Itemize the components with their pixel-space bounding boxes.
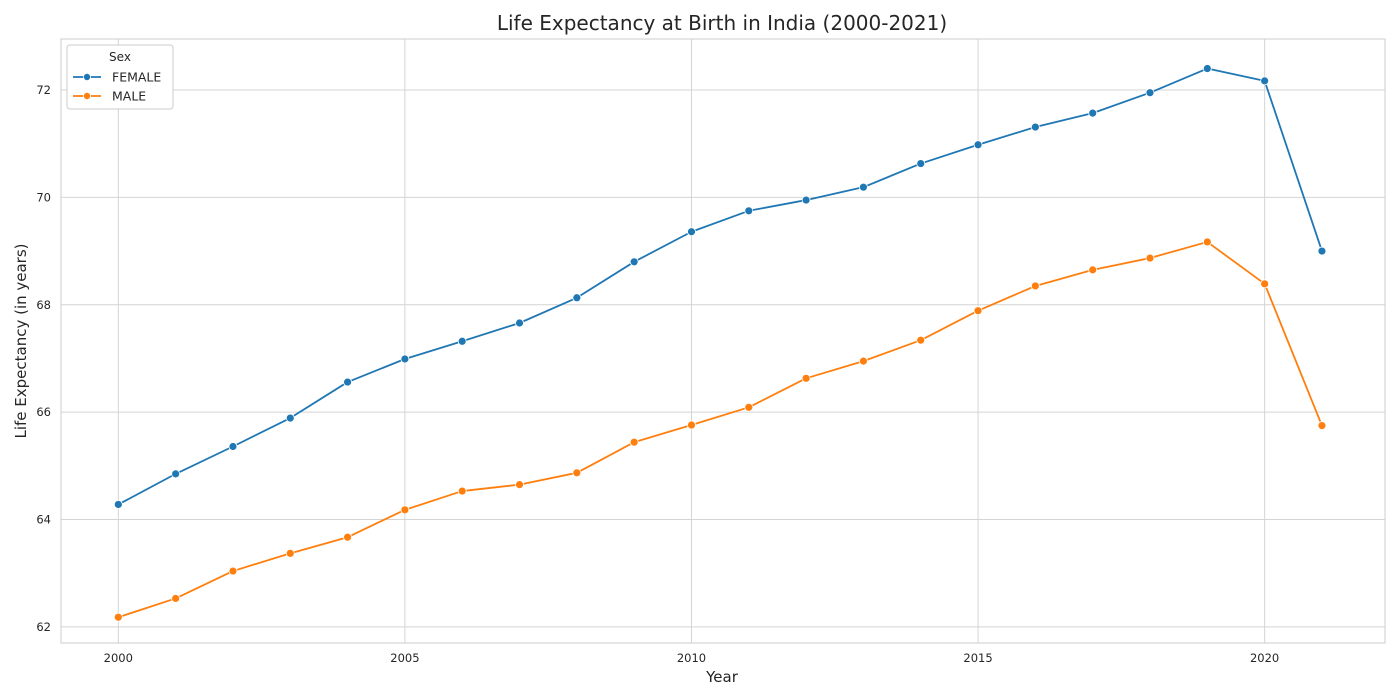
series-male [113,237,1327,622]
data-point-male-2014 [916,335,926,345]
y-tick-label-72: 72 [36,83,51,97]
y-tick-label-68: 68 [36,298,51,312]
y-tick-label-64: 64 [36,513,51,527]
plot-area-frame [60,38,1386,644]
x-tick-label-2000: 2000 [104,651,133,665]
data-point-male-2013 [859,356,868,366]
data-point-female-2011 [744,206,754,216]
series-line-female [117,67,1323,506]
data-point-female-2006 [457,336,467,346]
data-point-female-2014 [916,159,926,168]
data-point-female-2009 [629,257,639,267]
data-point-male-2019 [1202,237,1212,247]
data-point-female-2004 [343,377,352,387]
x-axis-label: Year [705,668,739,686]
data-point-male-2002 [228,566,238,576]
x-tick-label-2010: 2010 [677,651,706,665]
tick-labels: 2000 2005 2010 2015 2020 62 64 66 68 70 72 [36,83,1279,665]
data-point-male-2017 [1088,265,1098,275]
data-point-male-2021 [1317,421,1327,430]
data-point-male-2000 [113,612,123,622]
x-tick-label-2015: 2015 [963,651,992,665]
data-point-female-2002 [228,442,238,451]
data-point-male-2018 [1145,253,1155,263]
y-tick-label-70: 70 [36,190,51,204]
data-point-female-2008 [572,293,582,303]
data-point-male-2010 [687,420,696,430]
legend-item-female: FEMALE [73,70,161,85]
legend-item-male: MALE [73,89,146,104]
data-point-female-2007 [515,318,524,328]
data-point-male-2005 [400,505,410,515]
data-point-male-2012 [801,373,811,383]
y-tick-label-66: 66 [36,405,51,419]
data-point-female-2021 [1317,246,1327,256]
data-point-male-2003 [285,548,295,558]
x-tick-label-2020: 2020 [1250,651,1279,665]
chart-title: Life Expectancy at Birth in India (2000-… [497,11,947,35]
data-point-female-2016 [1030,122,1040,132]
data-point-male-2015 [973,306,983,316]
x-tick-label-2005: 2005 [390,651,419,665]
legend-items: FEMALE MALE [73,70,161,104]
data-point-female-2001 [171,469,181,479]
data-point-male-2011 [744,402,754,412]
data-point-female-2010 [687,227,696,237]
legend-marker-male [83,92,92,101]
data-point-male-2004 [343,532,352,542]
data-point-female-2003 [285,413,295,423]
data-point-male-2006 [457,486,467,496]
legend-title: Sex [109,50,131,64]
data-point-female-2000 [113,500,123,509]
grid [61,39,1385,643]
data-point-female-2013 [859,182,868,192]
legend-label-male: MALE [112,89,146,104]
data-point-male-2001 [171,594,181,603]
legend-label-female: FEMALE [112,70,161,85]
series-female [113,64,1327,509]
data-point-female-2017 [1088,108,1098,118]
data-point-female-2020 [1260,76,1270,86]
series-line-male [118,241,1323,619]
data-point-male-2008 [572,468,582,478]
legend-box [66,44,174,110]
data-point-female-2015 [973,140,983,150]
data-point-male-2016 [1030,281,1040,291]
legend-marker-female [83,73,92,82]
data-point-male-2020 [1260,279,1270,289]
data-point-female-2005 [400,354,410,364]
data-point-female-2019 [1202,64,1212,73]
data-point-female-2012 [801,195,811,205]
legend: Sex FEMALE MALE [66,44,174,110]
data-point-male-2009 [629,437,639,447]
data-point-female-2018 [1145,88,1155,98]
data-point-male-2007 [515,480,524,490]
y-tick-label-62: 62 [36,620,51,634]
y-axis-label: Life Expectancy (in years) [12,243,30,438]
series-layer [113,64,1327,622]
